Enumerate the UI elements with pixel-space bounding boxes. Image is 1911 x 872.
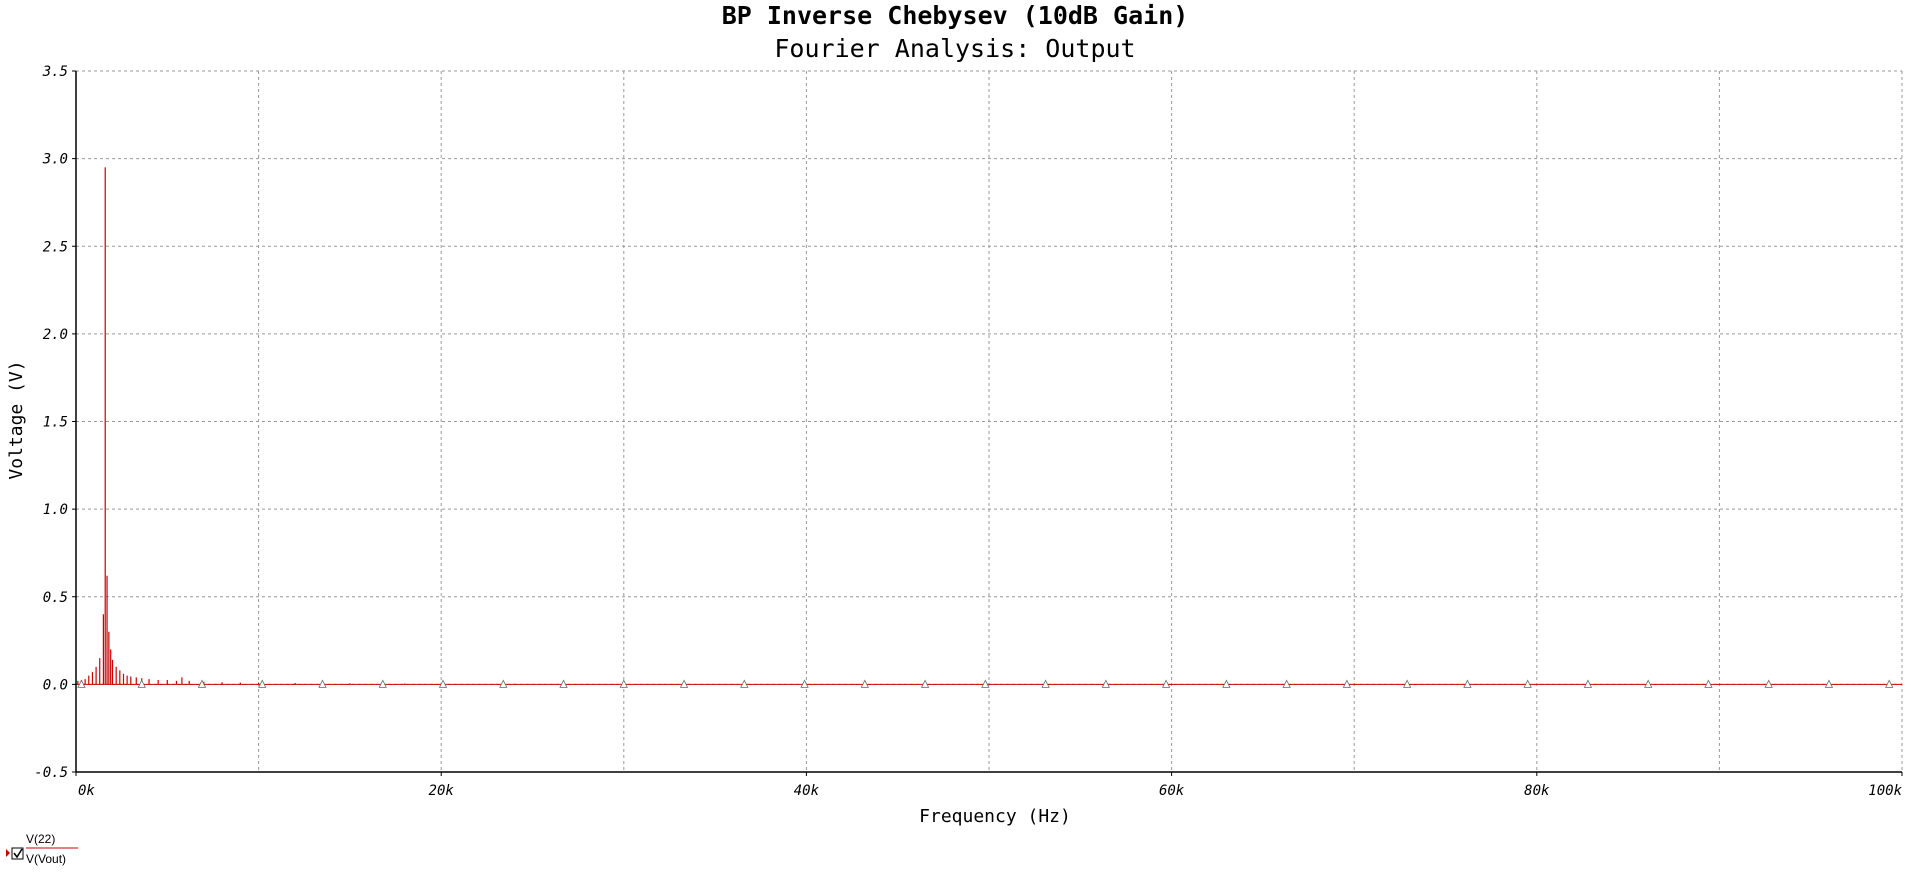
vout-marker [1885,679,1894,688]
vout-marker [1463,679,1472,688]
checkmark-icon [13,848,23,859]
vout-marker [920,679,930,688]
x-axis-label: Frequency (Hz) [919,806,1071,827]
vout-marker [378,679,387,688]
vout-marker [1041,679,1050,688]
legend-graphics [6,847,78,860]
x-tick-label: 100k [1868,783,1902,799]
vout-marker [1764,679,1773,688]
x-tick-label: 80k [1524,783,1550,799]
vout-marker [1282,679,1291,688]
x-tick-label: 0k [78,783,95,799]
y-tick-label: 1.5 [43,415,68,431]
vout-marker [800,679,809,688]
vout-marker [619,679,628,688]
vout-marker [1161,679,1171,688]
y-tick-label: -0.5 [34,765,68,781]
vout-marker [197,679,207,688]
legend-checkbox[interactable] [11,847,24,860]
y-tick-label: 3.0 [42,152,68,168]
vout-marker [438,679,448,688]
chart-title: BP Inverse Chebysev (10dB Gain) [722,1,1189,30]
legend: V(22) V(Vout) [0,830,100,872]
vout-marker [258,679,267,688]
vout-marker [318,679,327,688]
vout-marker [679,679,689,688]
x-tick-label: 20k [429,783,455,799]
vout-marker [499,679,508,688]
x-tick-label: 40k [794,783,820,799]
y-tick-label: 2.5 [43,239,68,255]
vout-marker [137,679,146,688]
legend-item-vout: V(Vout) [26,852,67,866]
vout-markers [77,679,1894,688]
vout-marker [1403,679,1412,688]
tick-labels: -0.5 0.0 0.5 1.0 1.5 2.0 2.5 3.0 3.5 0k 20k 40k 60k 8… [34,64,1902,799]
vout-marker [1644,679,1653,688]
legend-item-v22: V(22) [26,832,56,846]
vout-marker [1222,679,1231,688]
x-tick-label: 60k [1159,783,1185,799]
vout-marker [559,679,568,688]
vout-marker [1583,679,1593,688]
grid [75,70,1903,773]
chart-subtitle: Fourier Analysis: Output [774,34,1135,63]
vout-marker [1523,679,1532,688]
vout-marker [1101,679,1111,688]
y-tick-label: 1.0 [43,502,68,518]
vout-marker [1704,679,1713,688]
y-tick-label: 0.5 [43,590,68,606]
vout-marker [1824,679,1834,688]
y-tick-label: 0.0 [43,677,68,693]
vout-marker [1342,679,1352,688]
legend-marker-icon [6,849,10,857]
vout-marker [981,679,990,688]
y-tick-label: 3.5 [42,64,68,80]
y-axis-label: Voltage (V) [6,360,27,479]
vout-marker [740,679,749,688]
vout-marker [77,679,86,688]
y-tick-label: 2.0 [43,327,68,343]
vout-marker [860,679,869,688]
